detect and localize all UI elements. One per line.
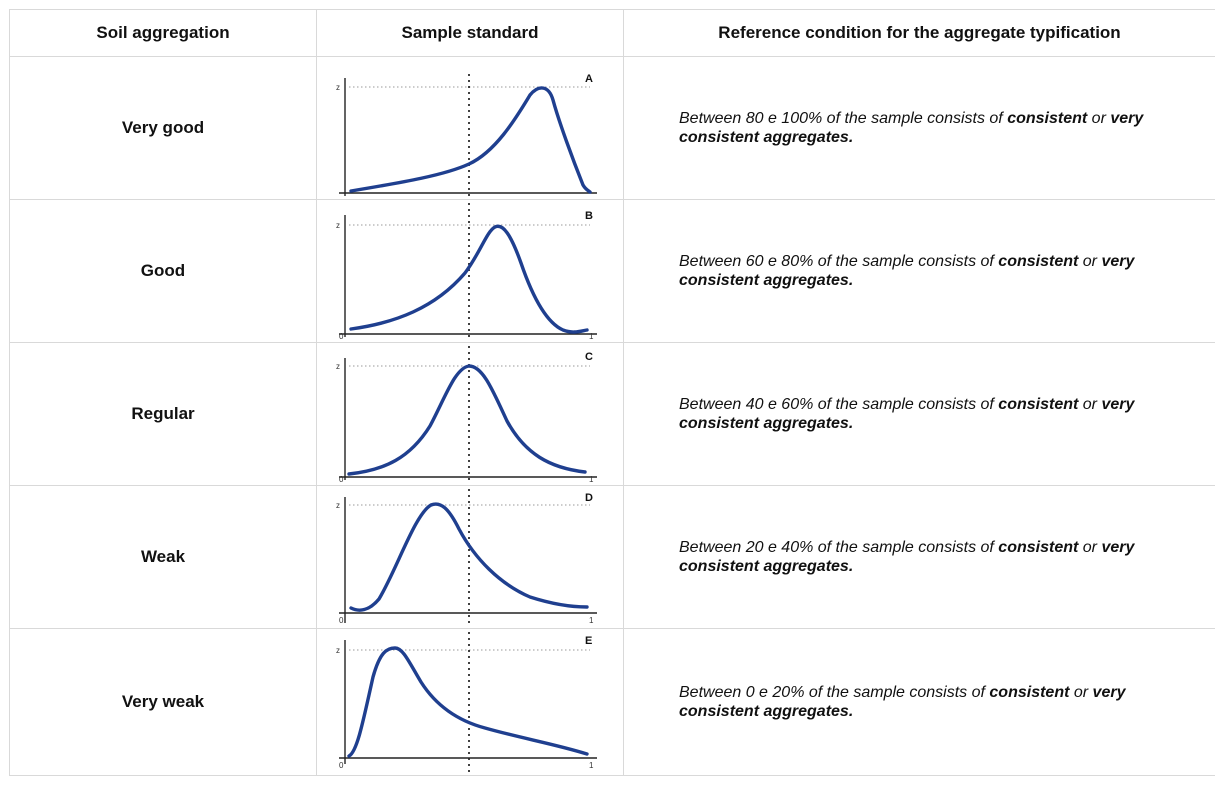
chart-letter: B [585, 210, 593, 222]
condition-text: Between 20 e 40% of the sample consists … [679, 539, 999, 556]
chart-letter: D [585, 492, 593, 504]
condition-or: or [1078, 253, 1102, 270]
condition-bold-consistent: consistent [998, 253, 1079, 270]
aggregation-label: Very good [9, 56, 317, 200]
sample-standard-chart-b: z 0 1 B [336, 203, 597, 339]
sample-standard-chart-a: z 0 1 A [336, 73, 597, 196]
condition-bold-consistent: consistent [1007, 110, 1088, 127]
table-row: Very weak z 0 1 E Between 0 e 20% of the… [9, 628, 1215, 776]
z-axis-label: z [336, 501, 340, 510]
distribution-curve [349, 224, 589, 334]
reference-condition: Between 0 e 20% of the sample consists o… [623, 628, 1215, 776]
z-axis-label: z [336, 221, 340, 230]
header-soil-aggregation: Soil aggregation [9, 9, 317, 57]
header-sample-standard: Sample standard [316, 9, 624, 57]
table-row: Very good z 0 1 A Between 80 e 100% of t… [9, 56, 1215, 200]
reference-condition: Between 20 e 40% of the sample consists … [623, 485, 1215, 629]
sample-standard-chart-e: z 0 1 E [336, 632, 597, 772]
x-axis-zero-label: 0 [339, 475, 344, 482]
condition-or: or [1087, 110, 1111, 127]
condition-bold-very-consistent: very consistent aggregates. [679, 539, 1135, 575]
sample-standard-chart-c: z 0 1 C [336, 346, 597, 482]
x-axis-zero-label: 0 [339, 761, 344, 770]
header-row: Soil aggregation Sample standard Referen… [9, 9, 1215, 57]
z-axis-label: z [336, 362, 340, 371]
x-axis-one-label: 1 [589, 761, 594, 770]
sample-standard-chart-d: z 0 1 D [336, 489, 597, 625]
z-axis-label: z [336, 646, 340, 655]
table-row: Regular z 0 1 C Between 40 e 60% of the … [9, 342, 1215, 486]
distribution-curve [347, 364, 587, 476]
condition-text: Between 40 e 60% of the sample consists … [679, 396, 999, 413]
condition-or: or [1069, 684, 1093, 701]
x-axis-one-label: 1 [589, 475, 594, 482]
chart-letter: C [585, 351, 593, 363]
table-row: Good z 0 1 B Between 60 e 80% of the sam… [9, 199, 1215, 343]
reference-condition: Between 60 e 80% of the sample consists … [623, 199, 1215, 343]
condition-bold-consistent: consistent [989, 684, 1070, 701]
condition-bold-very-consistent: very consistent aggregates. [679, 396, 1135, 432]
aggregation-label: Regular [9, 342, 317, 486]
aggregation-label: Weak [9, 485, 317, 629]
distribution-curve [347, 646, 589, 758]
table-row: Weak z 0 1 D Between 20 e 40% of the sam… [9, 485, 1215, 629]
sample-chart-cell: z 0 1 C [316, 342, 624, 486]
condition-text: Between 0 e 20% of the sample consists o… [679, 684, 990, 701]
distribution-curve [349, 502, 589, 612]
x-axis-one-label: 1 [589, 332, 594, 339]
z-axis-label: z [336, 83, 340, 92]
soil-aggregation-table: Soil aggregation Sample standard Referen… [9, 9, 1215, 776]
sample-chart-cell: z 0 1 A [316, 56, 624, 200]
condition-bold-very-consistent: very consistent aggregates. [679, 110, 1144, 146]
chart-letter: A [585, 73, 593, 85]
reference-condition: Between 40 e 60% of the sample consists … [623, 342, 1215, 486]
condition-bold-consistent: consistent [998, 539, 1079, 556]
x-axis-one-label: 1 [589, 616, 594, 625]
condition-bold-very-consistent: very consistent aggregates. [679, 253, 1135, 289]
condition-bold-very-consistent: very consistent aggregates. [679, 684, 1126, 720]
aggregation-label: Very weak [9, 628, 317, 776]
distribution-curve [349, 86, 592, 194]
x-axis-zero-label: 0 [339, 616, 344, 625]
chart-letter: E [585, 635, 592, 647]
reference-condition: Between 80 e 100% of the sample consists… [623, 56, 1215, 200]
sample-chart-cell: z 0 1 E [316, 628, 624, 776]
sample-chart-cell: z 0 1 D [316, 485, 624, 629]
header-reference-condition: Reference condition for the aggregate ty… [623, 9, 1215, 57]
sample-chart-cell: z 0 1 B [316, 199, 624, 343]
aggregation-label: Good [9, 199, 317, 343]
condition-bold-consistent: consistent [998, 396, 1079, 413]
x-axis-zero-label: 0 [339, 332, 344, 339]
condition-or: or [1078, 396, 1102, 413]
condition-text: Between 80 e 100% of the sample consists… [679, 110, 1008, 127]
condition-or: or [1078, 539, 1102, 556]
condition-text: Between 60 e 80% of the sample consists … [679, 253, 999, 270]
